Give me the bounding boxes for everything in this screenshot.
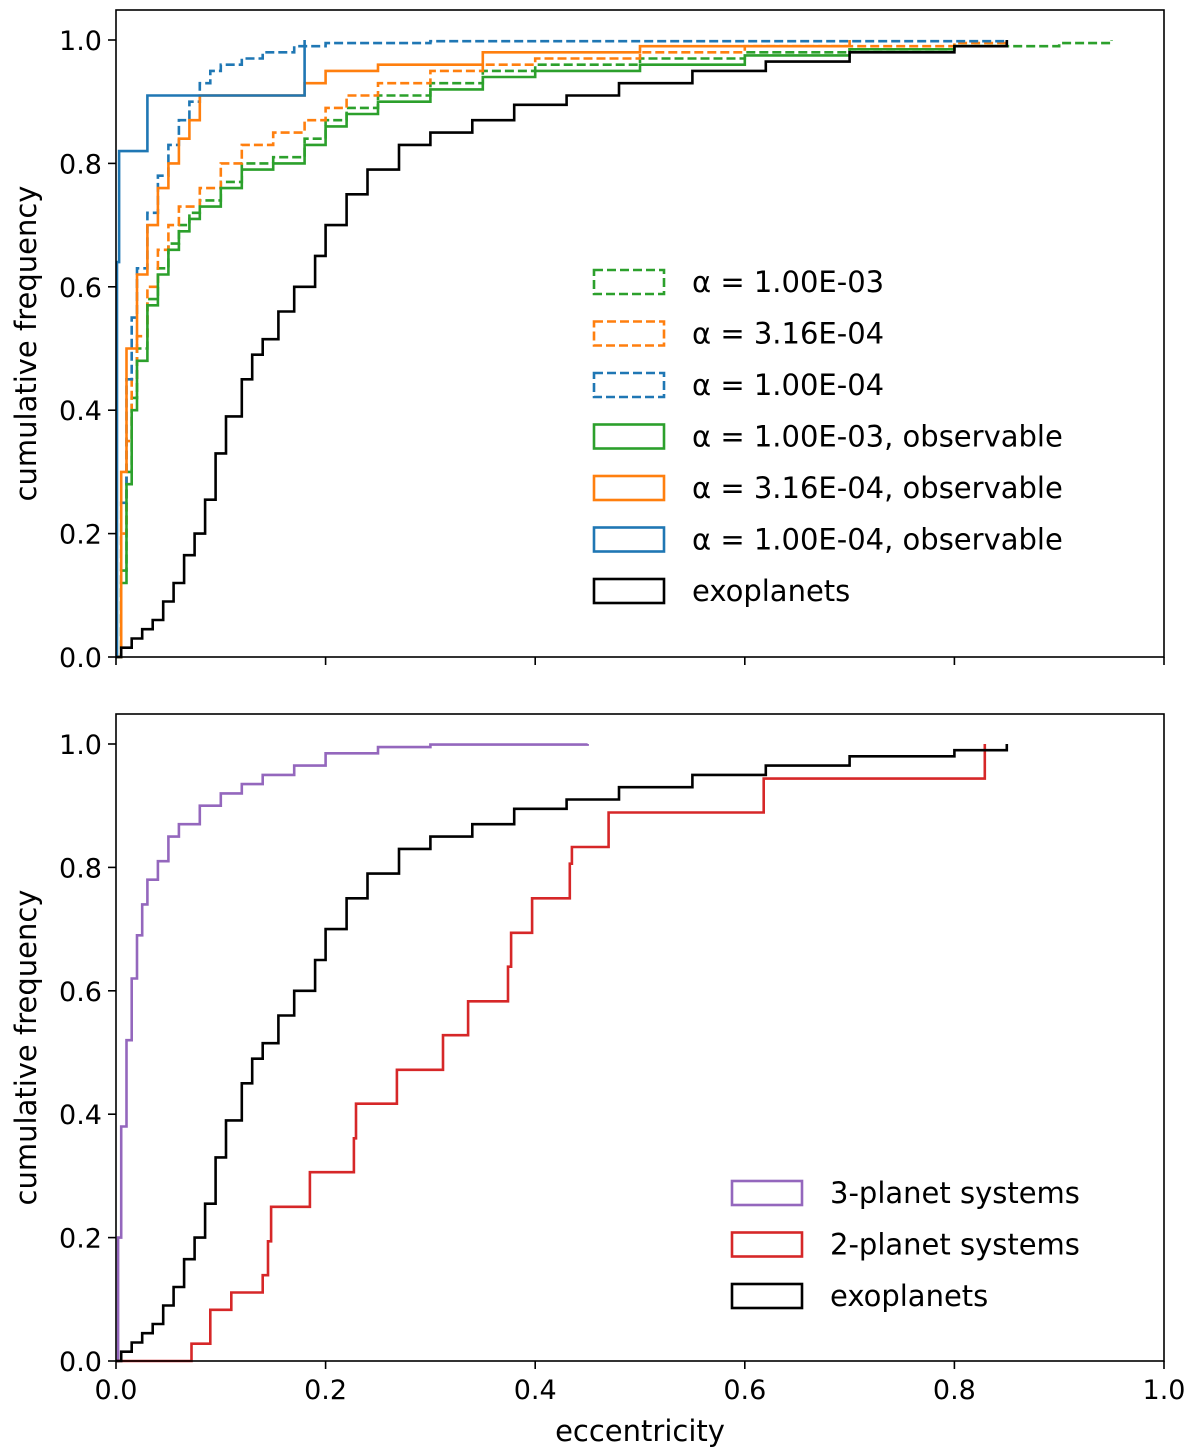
- series-alpha-1-00e-04-line: [116, 39, 1009, 659]
- legend: α = 1.00E-03 α = 3.16E-04 α = 1.00E-04 α = …: [592, 265, 1063, 608]
- y-tick-label: 0.4: [59, 396, 102, 427]
- x-tick-label: 0.2: [304, 1375, 347, 1406]
- bottom-panel: 0.0 0.2 0.4 0.6 0.8 1.0 0.0 0.2 0.4 0.6 0.8 1.0 cumu…: [9, 713, 1186, 1448]
- legend-swatch-alpha-1-00e-03-observable: [592, 423, 666, 450]
- x-axis-label: eccentricity: [555, 1414, 725, 1448]
- series-alpha-1-00e-03-observable-line: [116, 40, 1009, 659]
- x-tick-label: 0.0: [95, 1375, 138, 1406]
- series-exoplanets-line: [116, 40, 1009, 659]
- y-tick-label: 0.8: [59, 149, 102, 180]
- series-2-planet-systems-line: [116, 744, 987, 1363]
- y-tick-label: 0.4: [59, 1100, 102, 1131]
- legend-label-exoplanets: exoplanets: [830, 1279, 988, 1313]
- legend-swatch-alpha-1-00e-03: [592, 268, 666, 296]
- legend: 3-planet systems 2-planet systems exoplane…: [730, 1176, 1080, 1313]
- series-alpha-1-00e-03-line: [116, 40, 1113, 659]
- legend-label-2-planet-systems: 2-planet systems: [830, 1228, 1080, 1262]
- legend-label-alpha-3-16e-04-observable: α = 3.16E-04, observable: [692, 471, 1063, 505]
- y-axis-label: cumulative frequency: [9, 186, 43, 502]
- y-tick-label: 0.2: [59, 520, 102, 551]
- legend-swatch-alpha-3-16e-04-observable: [592, 474, 666, 502]
- x-tick-label: 1.0: [1143, 1375, 1186, 1406]
- legend-swatch-alpha-3-16e-04: [592, 320, 666, 347]
- series-alpha-3-16e-04-line: [116, 40, 1009, 659]
- legend-label-alpha-1-00e-04-observable: α = 1.00E-04, observable: [692, 523, 1063, 557]
- top-panel: 0.0 0.2 0.4 0.6 0.8 1.0 cumulative frequency α …: [9, 9, 1165, 674]
- axes-frame: [115, 713, 1165, 1362]
- legend-swatch-3-planet-systems: [730, 1179, 804, 1207]
- legend-swatch-exoplanets: [592, 577, 666, 605]
- y-tick-label: 0.8: [59, 853, 102, 884]
- y-tick-label: 0.6: [59, 273, 102, 304]
- y-tick-label: 0.0: [59, 643, 102, 674]
- y-tick-label: 1.0: [59, 730, 102, 761]
- y-axis-label: cumulative frequency: [9, 890, 43, 1206]
- legend-swatch-exoplanets: [730, 1282, 804, 1310]
- legend-label-exoplanets: exoplanets: [692, 574, 850, 608]
- legend-label-alpha-1-00e-04: α = 1.00E-04: [692, 368, 884, 402]
- y-tick-label: 0.6: [59, 977, 102, 1008]
- y-tick-label: 0.2: [59, 1224, 102, 1255]
- series-exoplanets-line: [116, 744, 1009, 1363]
- x-tick-label: 0.8: [933, 1375, 976, 1406]
- legend-label-alpha-1-00e-03: α = 1.00E-03: [692, 265, 884, 299]
- legend-label-3-planet-systems: 3-planet systems: [830, 1176, 1080, 1210]
- legend-label-alpha-3-16e-04: α = 3.16E-04: [692, 317, 884, 351]
- x-tick-label: 0.4: [514, 1375, 557, 1406]
- y-tick-label: 0.0: [59, 1347, 102, 1378]
- legend-label-alpha-1-00e-03-observable: α = 1.00E-03, observable: [692, 420, 1063, 454]
- y-tick-label: 1.0: [59, 26, 102, 57]
- series-alpha-3-16e-04-observable-line: [116, 40, 851, 659]
- series-alpha-1-00e-04-observable-line: [115, 40, 306, 659]
- axes-frame: [115, 9, 1165, 658]
- legend-swatch-alpha-1-00e-04-observable: [592, 526, 666, 553]
- legend-swatch-2-planet-systems: [730, 1231, 804, 1258]
- series-3-planet-systems-line: [116, 743, 589, 1363]
- legend-swatch-alpha-1-00e-04: [592, 371, 666, 399]
- x-tick-label: 0.6: [723, 1375, 766, 1406]
